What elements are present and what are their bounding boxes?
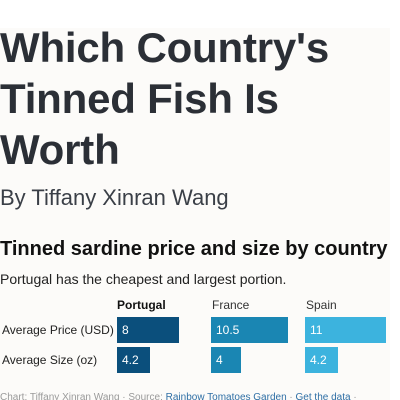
row-label-price: Average Price (USD) [2, 323, 114, 337]
bar-price-spain [305, 317, 386, 343]
source-link[interactable]: Rainbow Tomatoes Garden [165, 392, 287, 400]
value-label-price-france: 10.5 [216, 323, 240, 337]
footer-credit: Chart: Tiffany Xinran Wang · Source: [0, 392, 166, 400]
chart-title: Tinned sardine price and size by country [0, 238, 388, 260]
column-header-portugal: Portugal [117, 298, 166, 312]
byline: By Tiffany Xinran Wang [0, 185, 229, 210]
bar-size-portugal [117, 347, 150, 373]
value-label-price-portugal: 8 [122, 323, 129, 337]
footer-separator: · [286, 392, 296, 400]
value-label-price-spain: 11 [310, 323, 323, 337]
column-header-france: France [212, 298, 250, 312]
row-label-size: Average Size (oz) [2, 353, 98, 367]
column-header-spain: Spain [306, 298, 337, 312]
footer-tail: · [350, 392, 357, 400]
bar-size-france [211, 347, 241, 373]
value-label-size-portugal: 4.2 [122, 353, 139, 367]
article-title: Which Country's Tinned Fish Is Worth [0, 24, 329, 173]
value-label-size-spain: 4.2 [310, 353, 327, 367]
bar-price-france [211, 317, 289, 343]
bar-size-spain [305, 347, 338, 373]
bar-price-portugal [117, 317, 179, 343]
chart-subtitle: Portugal has the cheapest and largest po… [0, 271, 287, 287]
chart-footer: Chart: Tiffany Xinran Wang · Source: Rai… [0, 392, 400, 400]
get-data-link[interactable]: Get the data [295, 392, 351, 400]
value-label-size-france: 4 [216, 353, 223, 367]
